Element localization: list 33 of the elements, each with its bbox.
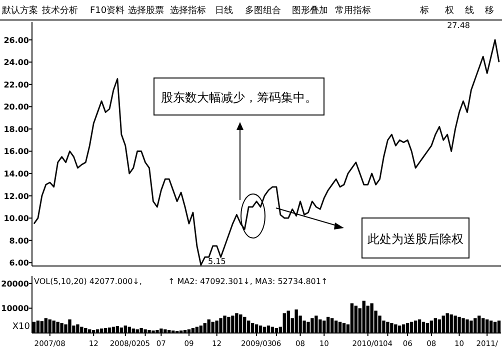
y-tick-label: 10.00: [4, 214, 30, 224]
annotation: 27.48: [447, 21, 470, 30]
y-tick-label: 12.00: [4, 192, 30, 201]
text: F10资料: [90, 5, 125, 16]
text: 权: [444, 5, 454, 16]
annotation: 此处为送股后除权: [368, 232, 464, 246]
text: 技术分析: [41, 5, 78, 16]
text: 默认方案: [1, 5, 38, 16]
text: 选择股票: [128, 5, 164, 16]
y-tick-label: 6.00: [9, 258, 30, 268]
annotation: 股东数大幅减少，筹码集中。: [161, 90, 317, 104]
text: X10: [12, 322, 30, 332]
text: 移: [485, 5, 494, 16]
y-tick-label: 20.00: [4, 102, 30, 112]
annotation: 5.15: [208, 257, 226, 266]
text: 多图组合: [245, 5, 281, 16]
text: 日线: [215, 5, 233, 16]
y-tick-label: 10000: [1, 304, 30, 314]
annotation: VOL(5,10,20) 42077.000↓,: [34, 277, 142, 286]
text: 线: [465, 5, 474, 16]
annotation: ↑ MA2: 47092.301↓, MA3: 52734.801↑: [168, 277, 328, 286]
text: 常用指标: [335, 5, 371, 16]
y-tick-label: 24.00: [4, 58, 30, 68]
y-tick-label: 18.00: [4, 124, 30, 134]
y-tick-label: 26.00: [4, 36, 30, 45]
y-tick-label: 20000: [1, 279, 30, 288]
text: 选择指标: [170, 5, 206, 16]
y-tick-label: 14.00: [4, 170, 30, 179]
y-tick-label: 22.00: [4, 80, 30, 90]
y-tick-label: 8.00: [9, 236, 30, 246]
y-tick-label: 16.00: [4, 147, 30, 156]
text: 标: [419, 5, 429, 16]
text: 图形叠加: [292, 5, 328, 16]
